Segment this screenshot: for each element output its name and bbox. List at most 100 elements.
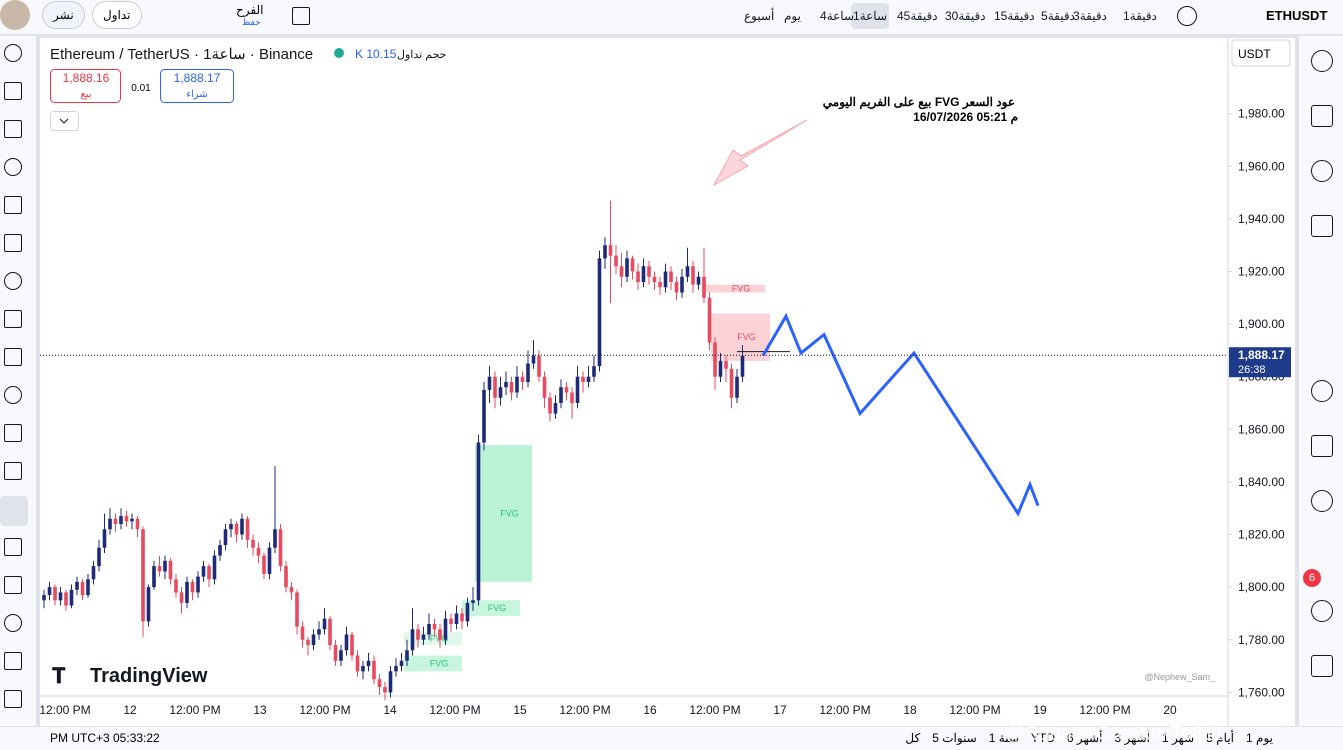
sell-box[interactable]	[50, 69, 121, 103]
panel-icon[interactable]	[1311, 105, 1333, 127]
x-tick-label: 12:00 PM	[819, 703, 870, 717]
candle-body	[58, 592, 63, 601]
x-tick-label: 12:00 PM	[689, 703, 740, 717]
candle-body	[449, 618, 453, 624]
fvg-zone	[705, 284, 765, 293]
buy-label[interactable]: شراء	[186, 89, 207, 100]
x-tick-label: 12:00 PM	[40, 703, 91, 717]
tv-logo-mark: 𝐓	[52, 665, 66, 688]
candle-body	[454, 613, 459, 624]
interval[interactable]: 15دقيقة	[994, 9, 1035, 23]
interval[interactable]: 1ساعة	[853, 9, 887, 23]
candle-body	[278, 529, 283, 567]
volume-label: حجم تداول	[397, 49, 446, 61]
tool-icon[interactable]	[4, 538, 22, 556]
range[interactable]: 1 شهر	[1162, 731, 1195, 745]
tool-icon[interactable]	[4, 424, 22, 442]
candle-body	[669, 271, 673, 283]
candle-body	[630, 258, 635, 272]
candle-body	[438, 629, 442, 640]
candle-body	[267, 547, 272, 574]
range[interactable]: 5 أيام	[1206, 731, 1235, 745]
candle-body	[229, 524, 233, 530]
interval[interactable]: 45دقيقة	[897, 9, 938, 23]
candle-body	[614, 255, 618, 267]
candle-body	[729, 368, 734, 398]
interval[interactable]: 3دقيقة	[1073, 9, 1107, 23]
range[interactable]: 6 أشهر	[1066, 731, 1103, 745]
tool-icon[interactable]	[4, 272, 22, 290]
top-toolbar: نشر تداول الفرح حفظ ETHUSDT 1دقيقة 3دقيقة…	[0, 0, 1343, 34]
range[interactable]: 3 أشهر	[1114, 731, 1150, 745]
panel-icon[interactable]	[1311, 600, 1333, 622]
chart: FVGFVGFVGFVGFVGFVG Ethereum / TetherUS ·…	[40, 38, 1295, 726]
candle-body	[553, 403, 558, 414]
panel-icon[interactable]	[1311, 160, 1333, 182]
tool-icon[interactable]	[4, 614, 22, 632]
candle-body	[273, 529, 277, 548]
x-tick-label: 15	[513, 703, 527, 717]
layout-name[interactable]: الفرح	[236, 3, 264, 17]
publish-button[interactable]: نشر	[42, 1, 85, 29]
tool-icon[interactable]	[4, 120, 22, 138]
interval[interactable]: 1دقيقة	[1123, 9, 1157, 23]
tool-icon[interactable]	[4, 82, 22, 100]
tool-icon[interactable]	[4, 44, 22, 62]
range[interactable]: 1 سنة	[988, 731, 1019, 745]
range-bar: 1 يوم 5 أيام 1 شهر 3 أشهر 6 أشهر YTD 1 سنة 5 سن…	[905, 731, 1273, 745]
sell-price[interactable]: 1,888.16	[63, 71, 110, 85]
range[interactable]: 5 سنوات	[932, 731, 977, 745]
sell-label[interactable]: بيع	[80, 89, 91, 100]
panel-icon[interactable]	[1311, 380, 1333, 402]
interval[interactable]: يوم	[784, 9, 801, 23]
buy-price[interactable]: 1,888.17	[174, 71, 221, 85]
interval[interactable]: 5دقيقة	[1041, 9, 1075, 23]
tool-icon[interactable]	[4, 310, 22, 328]
candle-body	[707, 297, 712, 343]
currency[interactable]: USDT	[1238, 47, 1271, 61]
tool-icon[interactable]	[4, 196, 22, 214]
candle-body	[520, 376, 525, 382]
panel-icon[interactable]	[1311, 50, 1333, 72]
avatar[interactable]	[0, 0, 30, 30]
candle-body	[190, 581, 195, 593]
add-button[interactable]	[1177, 6, 1197, 26]
icon[interactable]	[292, 7, 310, 25]
tool-icon[interactable]	[4, 462, 22, 480]
collapse-button[interactable]	[50, 111, 79, 131]
interval[interactable]: 30دقيقة	[945, 9, 986, 23]
interval[interactable]: أسبوع	[744, 9, 775, 23]
tool-icon[interactable]	[4, 386, 22, 404]
buy-box[interactable]	[160, 69, 234, 103]
trade-button[interactable]: تداول	[92, 1, 142, 29]
save-label[interactable]: حفظ	[242, 17, 261, 27]
interval[interactable]: 4ساعة	[820, 9, 854, 23]
tool-icon[interactable]	[4, 690, 22, 708]
tool-icon[interactable]	[4, 576, 22, 594]
candle-body	[465, 602, 470, 622]
annotation-line: 16/07/2026 05:21 م	[913, 110, 1018, 125]
candle-body	[284, 566, 288, 588]
panel-icon[interactable]	[1311, 490, 1333, 512]
range[interactable]: 1 يوم	[1246, 731, 1273, 745]
symbol[interactable]: ETHUSDT	[1266, 8, 1328, 23]
panel-icon[interactable]	[1311, 655, 1333, 677]
panel-icon[interactable]	[1311, 435, 1333, 457]
tool-icon[interactable]	[4, 234, 22, 252]
y-tick-label: 1,980.00	[1238, 107, 1285, 121]
candle-body	[652, 276, 657, 283]
range[interactable]: YTD	[1030, 731, 1055, 745]
candle-body	[135, 518, 140, 530]
tool-icon[interactable]	[4, 158, 22, 176]
currency-select[interactable]	[1231, 39, 1291, 67]
x-tick-label: 16	[643, 703, 657, 717]
tool-icon[interactable]	[4, 348, 22, 366]
candle-body	[322, 618, 327, 630]
range[interactable]: كل	[905, 731, 921, 745]
candle-body	[333, 645, 338, 661]
candle-body	[421, 634, 426, 640]
fvg-label: FVG	[732, 284, 751, 294]
magnet-tool[interactable]	[0, 496, 28, 526]
tool-icon[interactable]	[4, 652, 22, 670]
panel-icon[interactable]	[1311, 215, 1333, 237]
